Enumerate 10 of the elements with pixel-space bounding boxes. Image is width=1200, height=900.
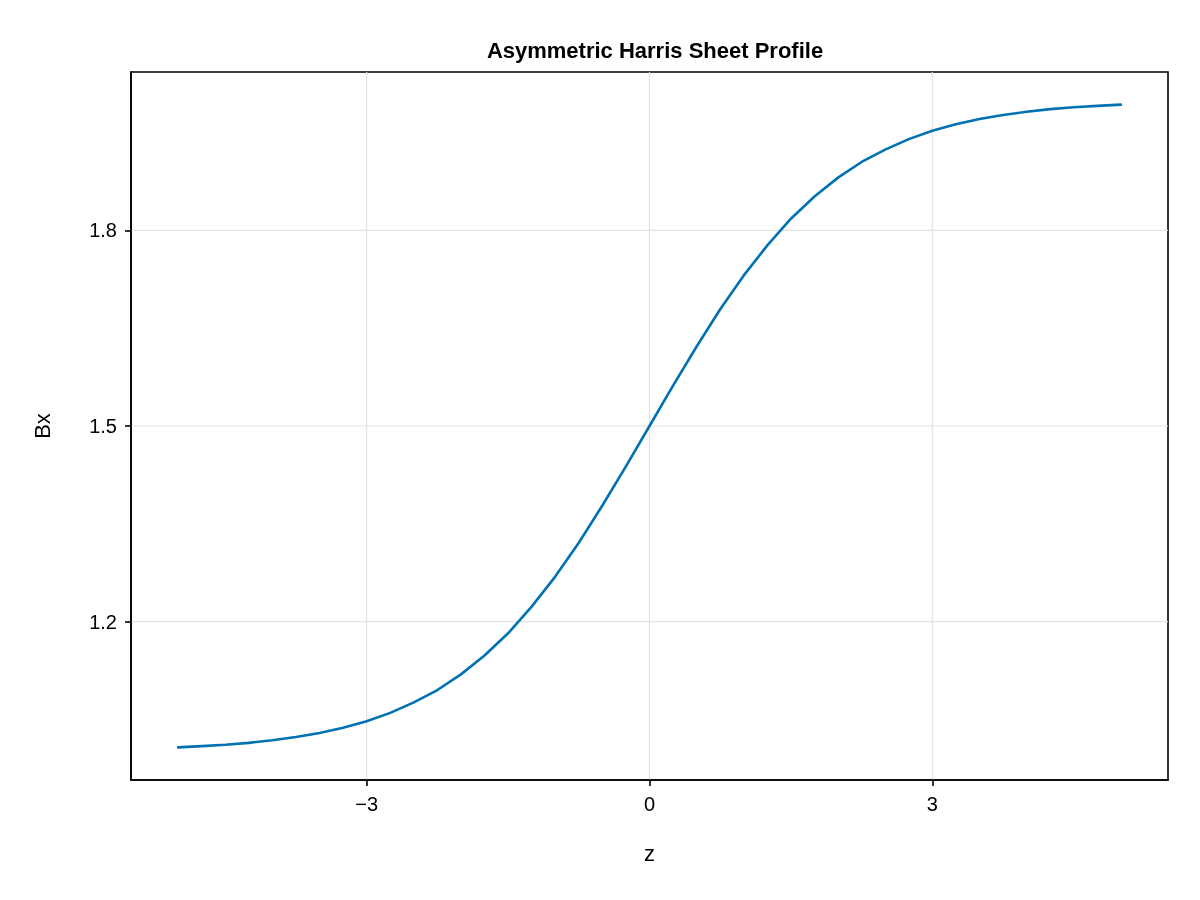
x-tick-label: 0 xyxy=(643,793,656,815)
y-tick-label: 1.2 xyxy=(89,610,117,633)
line-series xyxy=(176,103,1123,749)
chart-title: Asymmetric Harris Sheet Profile xyxy=(486,37,824,63)
x-axis-title: z xyxy=(644,840,655,866)
y-axis-title: Bx xyxy=(29,413,55,439)
y-tick-label: 1.5 xyxy=(89,415,117,437)
x-tick-label: 3 xyxy=(926,793,938,815)
y-tick-label: 1.8 xyxy=(89,219,117,242)
x-tick-label: −3 xyxy=(355,793,379,815)
